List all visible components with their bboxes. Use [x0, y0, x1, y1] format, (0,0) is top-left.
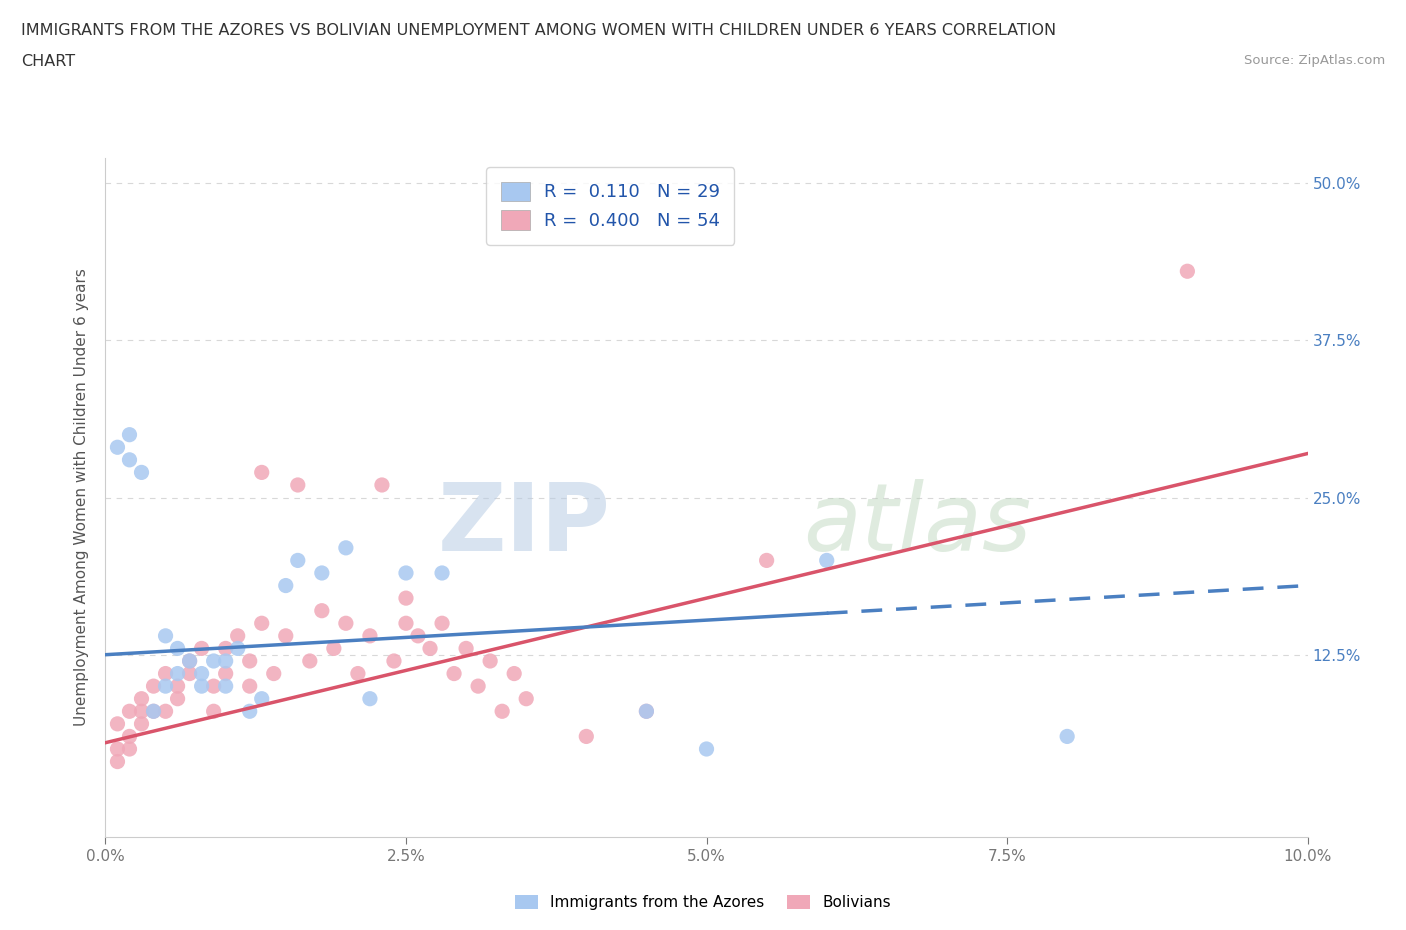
Point — [491, 704, 513, 719]
Point — [515, 691, 537, 706]
Point — [335, 540, 357, 555]
Point — [107, 741, 129, 756]
Point — [250, 616, 273, 631]
Point — [226, 629, 249, 644]
Point — [419, 641, 441, 656]
Point — [131, 691, 153, 706]
Point — [166, 666, 188, 681]
Point — [274, 578, 297, 593]
Point — [430, 616, 453, 631]
Point — [166, 691, 188, 706]
Point — [131, 704, 153, 719]
Point — [755, 553, 778, 568]
Point — [214, 654, 236, 669]
Text: atlas: atlas — [803, 479, 1031, 570]
Text: Source: ZipAtlas.com: Source: ZipAtlas.com — [1244, 54, 1385, 67]
Point — [226, 641, 249, 656]
Point — [118, 741, 141, 756]
Point — [131, 716, 153, 731]
Point — [1175, 264, 1198, 279]
Point — [815, 553, 838, 568]
Point — [250, 691, 273, 706]
Point — [335, 616, 357, 631]
Point — [166, 641, 188, 656]
Point — [503, 666, 526, 681]
Point — [142, 704, 165, 719]
Point — [107, 716, 129, 731]
Point — [467, 679, 489, 694]
Legend: Immigrants from the Azores, Bolivians: Immigrants from the Azores, Bolivians — [508, 887, 898, 918]
Point — [239, 704, 262, 719]
Point — [298, 654, 321, 669]
Point — [430, 565, 453, 580]
Point — [359, 629, 381, 644]
Point — [155, 666, 177, 681]
Point — [395, 565, 418, 580]
Point — [359, 691, 381, 706]
Point — [179, 666, 201, 681]
Point — [479, 654, 502, 669]
Point — [250, 465, 273, 480]
Point — [454, 641, 477, 656]
Point — [347, 666, 370, 681]
Point — [239, 679, 262, 694]
Point — [395, 591, 418, 605]
Point — [202, 654, 225, 669]
Point — [322, 641, 344, 656]
Point — [118, 704, 141, 719]
Point — [287, 553, 309, 568]
Point — [382, 654, 405, 669]
Point — [311, 604, 333, 618]
Text: IMMIGRANTS FROM THE AZORES VS BOLIVIAN UNEMPLOYMENT AMONG WOMEN WITH CHILDREN UN: IMMIGRANTS FROM THE AZORES VS BOLIVIAN U… — [21, 23, 1056, 38]
Point — [155, 704, 177, 719]
Point — [263, 666, 285, 681]
Point — [214, 641, 236, 656]
Point — [311, 565, 333, 580]
Point — [1056, 729, 1078, 744]
Point — [202, 679, 225, 694]
Point — [443, 666, 465, 681]
Point — [696, 741, 718, 756]
Point — [636, 704, 658, 719]
Point — [202, 704, 225, 719]
Point — [107, 754, 129, 769]
Point — [166, 679, 188, 694]
Y-axis label: Unemployment Among Women with Children Under 6 years: Unemployment Among Women with Children U… — [75, 269, 90, 726]
Point — [118, 729, 141, 744]
Point — [239, 654, 262, 669]
Point — [406, 629, 429, 644]
Point — [395, 616, 418, 631]
Point — [190, 666, 212, 681]
Text: ZIP: ZIP — [437, 479, 610, 571]
Point — [575, 729, 598, 744]
Point — [118, 427, 141, 442]
Point — [107, 440, 129, 455]
Point — [155, 679, 177, 694]
Point — [214, 679, 236, 694]
Point — [155, 629, 177, 644]
Point — [371, 477, 394, 492]
Point — [142, 679, 165, 694]
Text: CHART: CHART — [21, 54, 75, 69]
Legend: R =  0.110   N = 29, R =  0.400   N = 54: R = 0.110 N = 29, R = 0.400 N = 54 — [486, 167, 734, 245]
Point — [190, 641, 212, 656]
Point — [131, 465, 153, 480]
Point — [179, 654, 201, 669]
Point — [274, 629, 297, 644]
Point — [190, 679, 212, 694]
Point — [142, 704, 165, 719]
Point — [636, 704, 658, 719]
Point — [118, 452, 141, 467]
Point — [287, 477, 309, 492]
Point — [179, 654, 201, 669]
Point — [214, 666, 236, 681]
